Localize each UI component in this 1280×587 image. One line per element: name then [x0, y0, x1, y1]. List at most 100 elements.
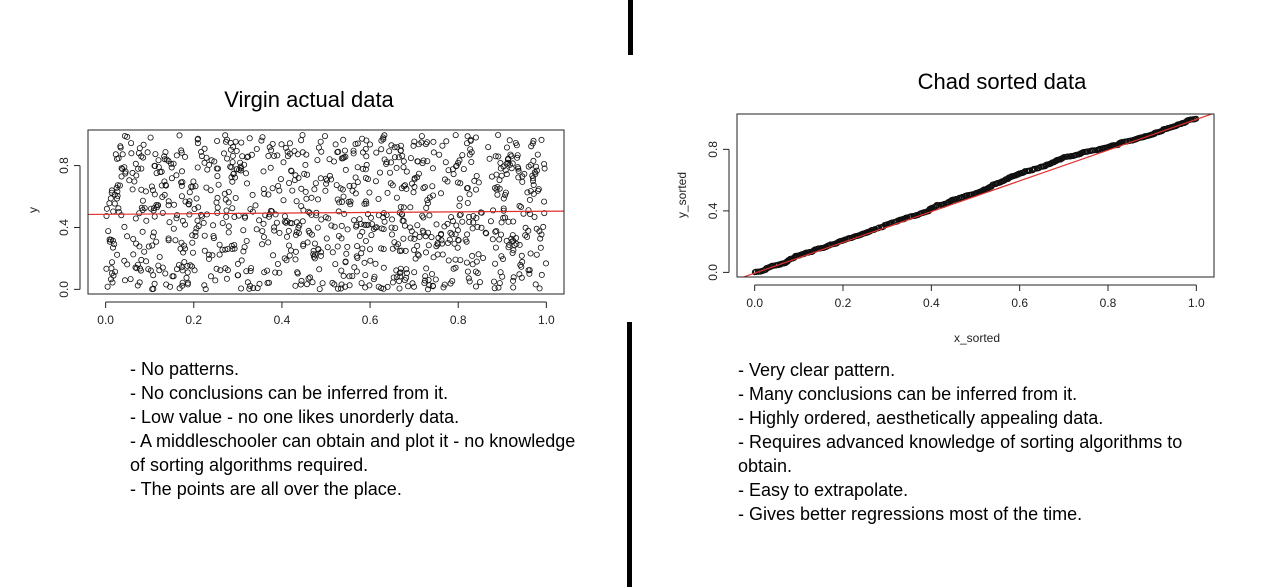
note-item: - Low value - no one likes unorderly dat…	[130, 407, 460, 427]
data-point	[424, 200, 431, 207]
data-point	[396, 278, 403, 285]
data-point	[398, 247, 405, 254]
data-point	[162, 149, 169, 156]
data-point	[129, 186, 136, 193]
y-axis: 0.0 0.4 0.8	[706, 141, 730, 281]
data-point	[452, 256, 459, 263]
data-point	[278, 141, 285, 148]
data-point	[167, 283, 174, 290]
data-point	[522, 232, 529, 239]
data-point	[430, 149, 437, 156]
data-point	[407, 235, 414, 242]
data-point	[183, 274, 190, 281]
data-point	[181, 153, 188, 160]
data-point	[243, 180, 250, 187]
data-point	[359, 165, 366, 172]
data-point	[510, 284, 517, 291]
data-point	[347, 201, 354, 208]
data-point	[342, 283, 349, 290]
data-point	[170, 201, 177, 208]
data-point	[167, 160, 174, 167]
data-point	[192, 183, 199, 190]
data-point	[422, 249, 429, 256]
data-point	[537, 235, 544, 242]
data-point	[289, 187, 296, 194]
chart-title: Chad sorted data	[918, 69, 1088, 94]
data-point	[530, 190, 537, 197]
data-point	[423, 265, 430, 272]
data-point	[441, 223, 448, 230]
data-point	[231, 174, 238, 181]
data-point	[335, 148, 342, 155]
data-point	[148, 183, 155, 190]
data-point	[402, 182, 409, 189]
data-point	[194, 217, 201, 224]
data-point	[519, 173, 526, 180]
data-point	[209, 252, 216, 259]
data-point	[428, 234, 435, 241]
data-point	[201, 232, 208, 239]
data-point	[433, 243, 440, 250]
data-point	[506, 137, 513, 144]
data-point	[508, 153, 515, 160]
data-point	[114, 251, 121, 258]
data-point	[191, 267, 198, 274]
data-point	[397, 142, 404, 149]
data-point	[518, 263, 525, 270]
data-point	[393, 164, 400, 171]
data-point	[363, 161, 370, 168]
data-point	[299, 149, 306, 156]
data-point	[115, 155, 122, 162]
data-point	[487, 218, 494, 225]
data-point	[538, 136, 545, 143]
x-tick-label: 1.0	[1188, 296, 1205, 310]
data-point	[195, 223, 202, 230]
data-point	[444, 178, 451, 185]
data-point	[103, 265, 110, 272]
data-point	[122, 277, 129, 284]
data-point	[388, 216, 395, 223]
data-point	[250, 284, 257, 291]
data-point	[141, 248, 148, 255]
data-point	[367, 214, 374, 221]
data-point	[383, 160, 390, 167]
data-point	[274, 152, 281, 159]
data-point	[472, 186, 479, 193]
data-point	[261, 190, 268, 197]
data-point	[134, 261, 141, 268]
data-point	[456, 195, 463, 202]
data-point	[169, 273, 176, 280]
data-point	[460, 166, 467, 173]
data-point	[132, 160, 139, 167]
data-point	[495, 131, 502, 138]
data-point	[241, 161, 248, 168]
data-point	[234, 260, 241, 267]
data-point	[246, 135, 253, 142]
data-point	[533, 167, 540, 174]
data-point	[535, 187, 542, 194]
data-point	[504, 156, 511, 163]
data-point	[499, 255, 506, 262]
data-point	[452, 132, 459, 139]
data-point	[378, 245, 385, 252]
data-point	[420, 157, 427, 164]
data-point	[239, 153, 246, 160]
data-point	[390, 274, 397, 281]
data-point	[466, 191, 473, 198]
data-point	[334, 285, 341, 292]
data-point	[170, 273, 177, 280]
data-point	[403, 168, 410, 175]
data-point	[203, 184, 210, 191]
data-point	[530, 157, 537, 164]
data-point	[210, 232, 217, 239]
data-point	[121, 223, 128, 230]
chad-notes-list: - Very clear pattern. - Many conclusions …	[738, 358, 1208, 526]
data-point	[324, 244, 331, 251]
data-point	[426, 212, 433, 219]
data-point	[198, 211, 205, 218]
data-point	[133, 172, 140, 179]
data-point	[283, 257, 290, 264]
data-point	[107, 195, 114, 202]
data-point	[213, 265, 220, 272]
data-point	[328, 222, 335, 229]
